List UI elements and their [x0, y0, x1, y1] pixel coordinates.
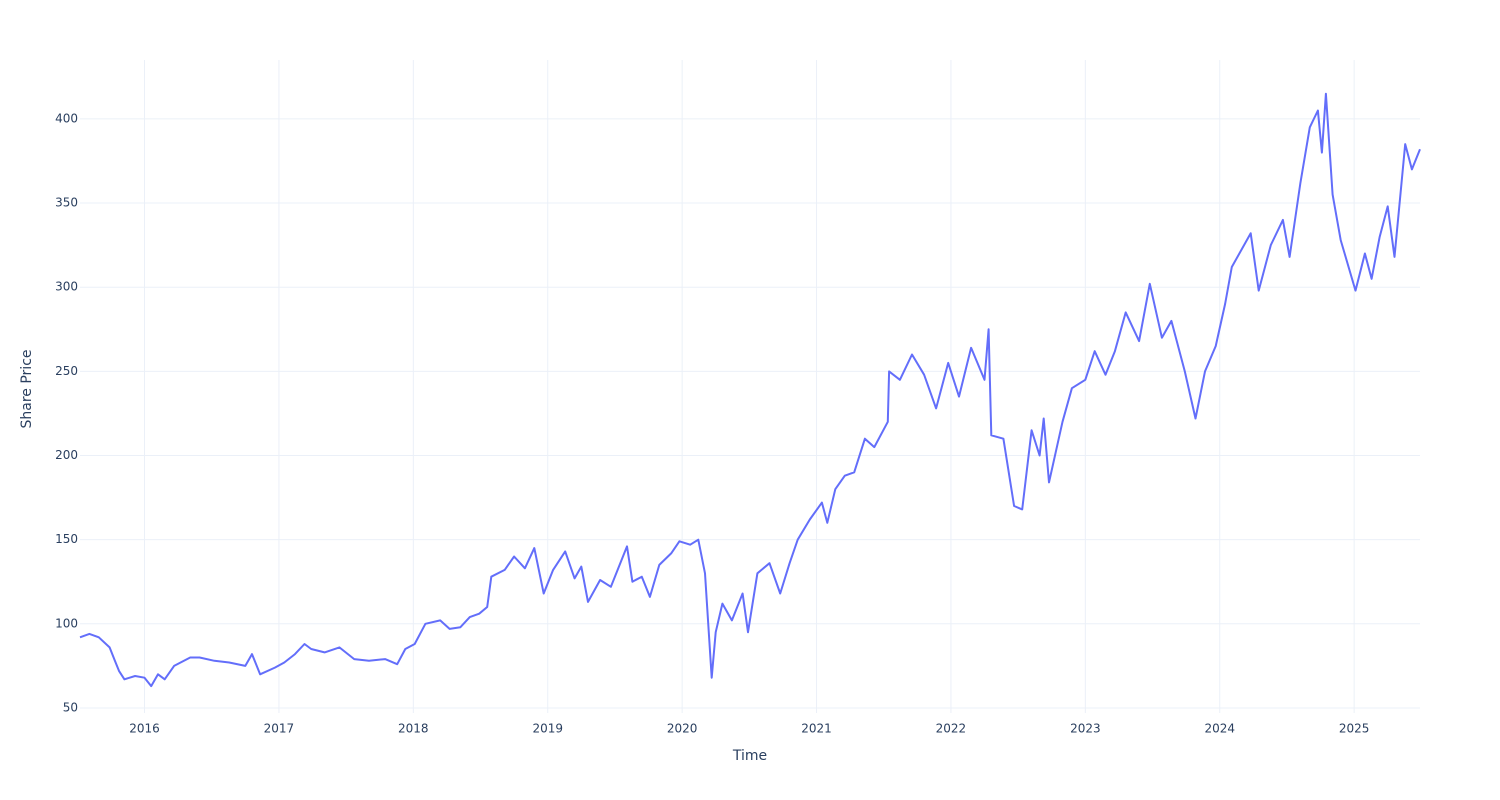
y-tick-label: 100	[55, 616, 78, 630]
y-tick-label: 200	[55, 448, 78, 462]
x-tick-label: 2016	[129, 722, 160, 736]
y-tick-label: 300	[55, 280, 78, 294]
x-tick-label: 2020	[667, 722, 698, 736]
x-tick-label: 2025	[1339, 722, 1370, 736]
y-axis-title: Share Price	[19, 349, 35, 428]
y-tick-label: 250	[55, 364, 78, 378]
price-line	[79, 92, 1421, 688]
x-tick-label: 2021	[801, 722, 832, 736]
x-tick-label: 2022	[936, 722, 967, 736]
x-tick-label: 2017	[264, 722, 295, 736]
y-tick-label: 350	[55, 196, 78, 210]
y-tick-label: 400	[55, 111, 78, 125]
x-tick-label: 2023	[1070, 722, 1101, 736]
x-tick-label: 2018	[398, 722, 429, 736]
x-axis-title: Time	[732, 748, 767, 764]
x-tick-label: 2019	[532, 722, 563, 736]
x-tick-label: 2024	[1204, 722, 1235, 736]
y-tick-label: 50	[63, 700, 78, 714]
y-tick-label: 150	[55, 532, 78, 546]
